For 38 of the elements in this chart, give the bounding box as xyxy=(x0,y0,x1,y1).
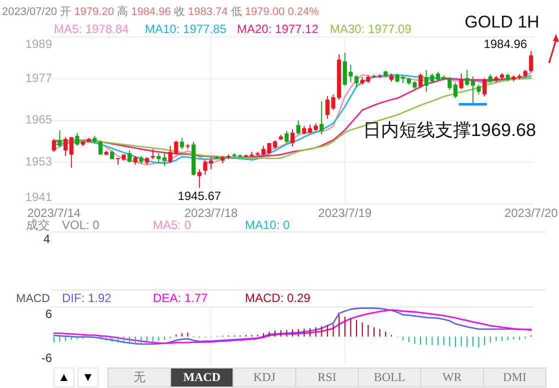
text: 成交 xyxy=(26,218,50,232)
text: VOL: 0 xyxy=(62,218,100,232)
text: DEA: 1.77 xyxy=(153,291,208,306)
text: MA10: 1977.85 xyxy=(145,22,227,36)
text: MA5: 1978.84 xyxy=(54,22,130,36)
y-tick-label: 1989 xyxy=(25,37,52,52)
annotation: 1984.96 xyxy=(484,37,528,52)
text: WR xyxy=(442,370,462,384)
chart-title: MACD xyxy=(16,293,50,306)
text: 2023/07/20 开 1979.20 高 1984.96 收 1983.74 低 1979.00 0.24% xyxy=(2,6,319,18)
text: ▼ xyxy=(82,370,94,384)
annotation: 1945.67 xyxy=(178,188,222,203)
x-tick-label: 2023/7/14 xyxy=(27,206,81,220)
text: MA5: 0 xyxy=(153,218,192,232)
y-tick-label: 1965 xyxy=(25,112,52,127)
text: DIF: 1.92 xyxy=(62,291,112,306)
text: 无 xyxy=(133,370,146,384)
text: ▲ xyxy=(58,370,70,384)
y-tick-label: -6 xyxy=(41,351,52,366)
text: MA30: 1977.09 xyxy=(330,22,412,36)
text: MACD xyxy=(183,370,221,384)
y-tick-label: 1977 xyxy=(25,70,52,85)
text: RSI xyxy=(318,370,336,384)
x-tick-label: 2023/7/20 xyxy=(504,206,558,220)
x-tick-label: 2023/7/19 xyxy=(318,206,372,220)
x-tick-label: 2023/7/18 xyxy=(184,206,238,220)
ref-line-label: 日内短线支撑1969.68 xyxy=(362,120,536,140)
text: KDJ xyxy=(253,370,276,384)
series-label: MACD: 0.29 xyxy=(245,291,311,306)
text: DMI xyxy=(503,370,526,384)
text: MA20: 1977.12 xyxy=(237,22,319,36)
text: BOLL xyxy=(374,370,406,384)
text: 4 xyxy=(43,232,50,246)
chart-title: GOLD 1H xyxy=(464,12,540,32)
text: MA10: 0 xyxy=(245,218,290,232)
y-tick-label: 1941 xyxy=(25,190,52,204)
y-tick-label: 6 xyxy=(45,307,52,322)
y-tick-label: 1953 xyxy=(25,154,52,168)
